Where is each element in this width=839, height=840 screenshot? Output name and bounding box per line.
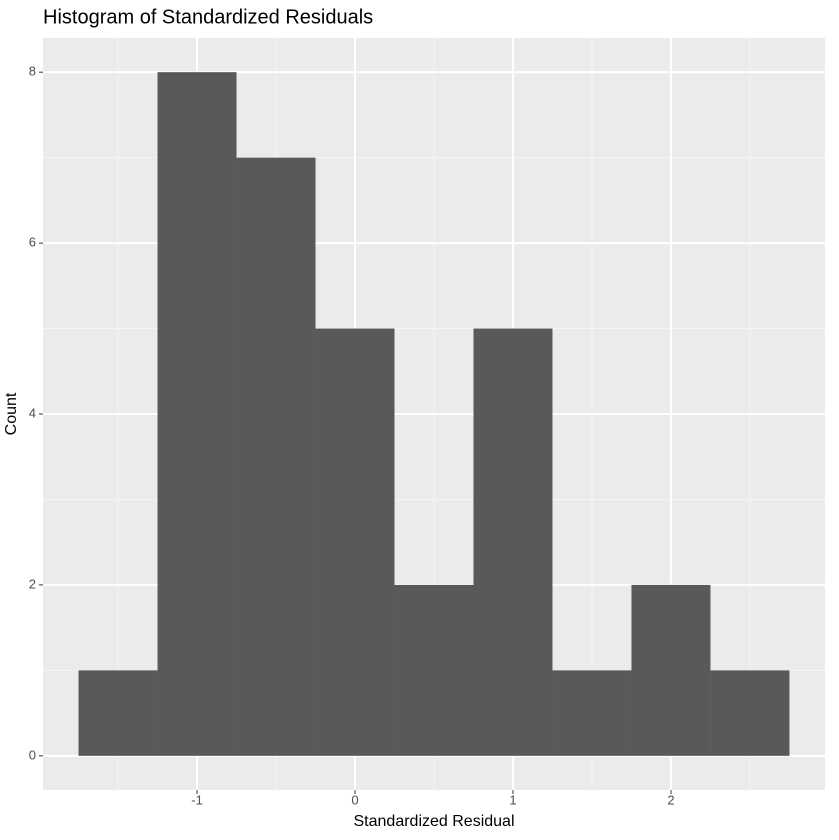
- x-tick-label: -1: [191, 792, 203, 807]
- y-tick-label: 6: [29, 235, 36, 250]
- x-axis-title: Standardized Residual: [354, 813, 515, 830]
- y-tick-label: 2: [29, 576, 36, 591]
- y-tick-label: 4: [29, 405, 36, 420]
- bar: [631, 584, 711, 756]
- x-tick-label: 0: [351, 792, 358, 807]
- bar: [157, 72, 237, 756]
- bar: [552, 670, 632, 756]
- bar: [236, 157, 316, 756]
- y-axis-title: Count: [3, 392, 20, 435]
- y-tick-label: 0: [29, 747, 36, 762]
- bar: [78, 670, 158, 756]
- bar: [473, 328, 553, 756]
- bar: [315, 328, 395, 756]
- y-tick-label: 8: [29, 64, 36, 79]
- bar: [394, 584, 474, 756]
- x-tick-label: 1: [509, 792, 516, 807]
- bar: [710, 670, 790, 756]
- x-tick-label: 2: [667, 792, 674, 807]
- chart-title: Histogram of Standardized Residuals: [43, 6, 373, 28]
